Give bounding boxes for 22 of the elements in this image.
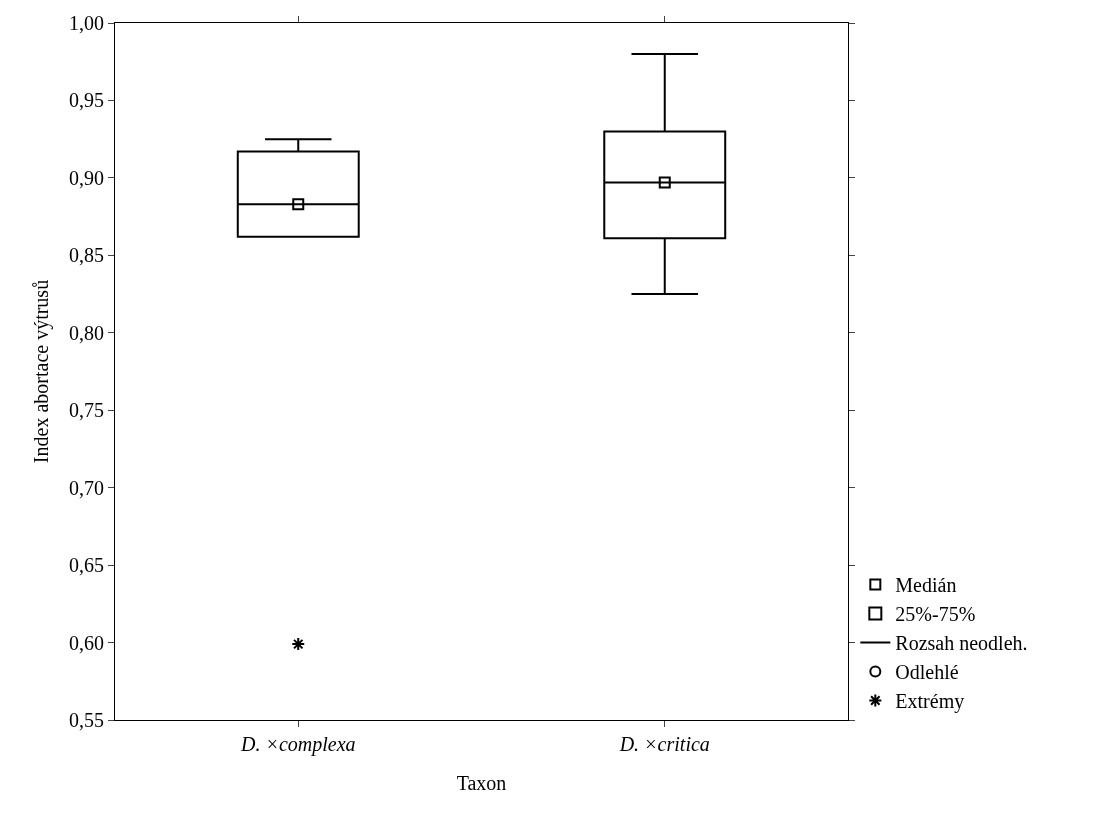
point xyxy=(291,637,306,652)
x-tick-label: D. ×complexa xyxy=(239,733,356,756)
x-axis-title: Taxon xyxy=(456,771,507,794)
y-tick-label: 0,80 xyxy=(69,321,104,344)
y-tick-label: 0,75 xyxy=(69,399,104,422)
legend-label: Extrémy xyxy=(895,690,965,714)
point xyxy=(292,198,305,211)
legend-label: 25%-75% xyxy=(895,603,976,626)
y-tick-label: 0,60 xyxy=(69,631,104,654)
x-tick-label: D. ×critica xyxy=(618,733,710,755)
y-tick-label: 0,55 xyxy=(69,709,104,731)
point xyxy=(658,176,671,189)
y-tick-label: 1,00 xyxy=(69,12,104,34)
y-tick-label: 0,70 xyxy=(69,476,104,499)
legend-label: Medián xyxy=(895,574,957,597)
y-tick-label: 0,65 xyxy=(69,554,104,577)
y-tick-label: 0,95 xyxy=(69,89,104,112)
y-tick-label: 0,90 xyxy=(69,166,104,189)
y-tick-label: 0,85 xyxy=(69,244,104,267)
legend-label: Odlehlé xyxy=(895,661,959,684)
legend-label: Rozsah neodleh. xyxy=(895,632,1028,655)
y-axis-title: Index abortace výtrusů xyxy=(29,279,53,464)
